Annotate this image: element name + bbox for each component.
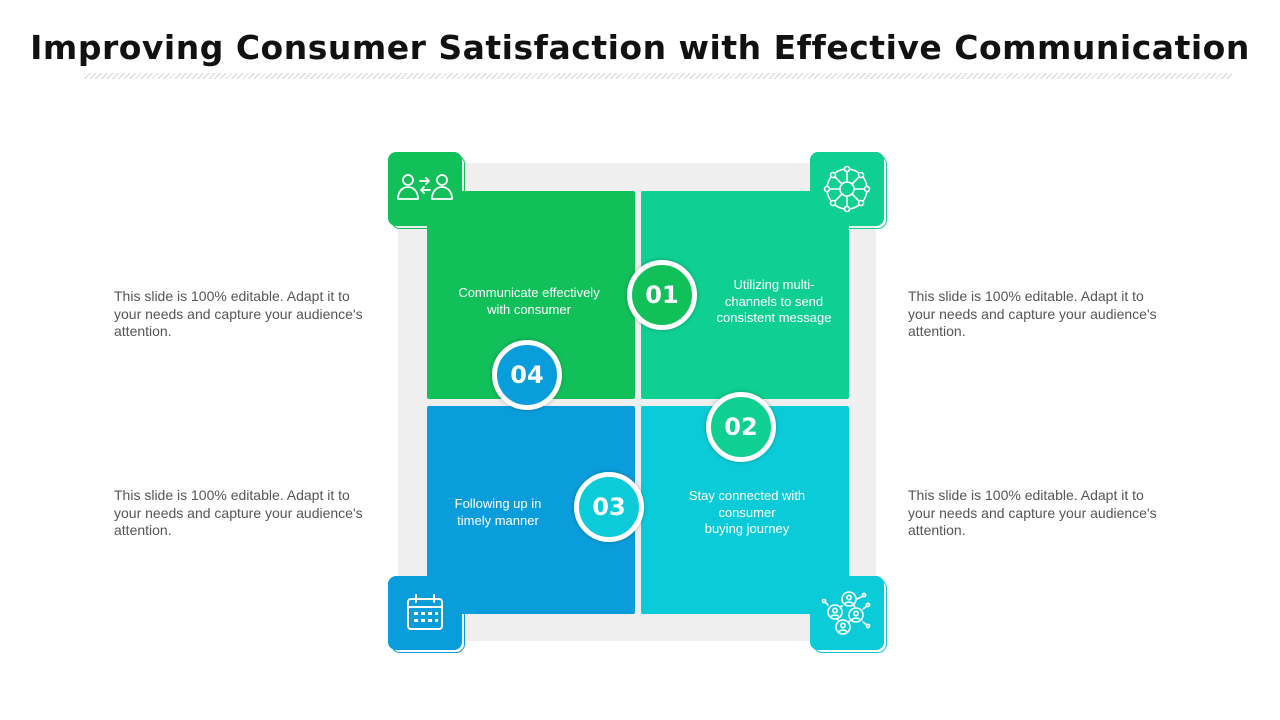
step-03-text: Stay connected with consumer buying jour… [688,488,806,536]
step-04-text: Following up in timely manner [454,496,542,528]
side-text-top-left: This slide is 100% editable. Adapt it to… [114,288,363,339]
side-text-bottom-left: This slide is 100% editable. Adapt it to… [114,487,363,538]
page-title: Improving Consumer Satisfaction with Eff… [30,28,1250,67]
calendar-icon [388,576,465,653]
step-04-number: 04 [492,340,562,410]
side-text-top-right: This slide is 100% editable. Adapt it to… [908,288,1157,339]
connected-users-icon [810,576,887,653]
step-02-number: 02 [706,392,776,462]
network-sphere-icon [810,152,887,229]
people-exchange-icon [388,152,465,229]
side-text-bottom-right: This slide is 100% editable. Adapt it to… [908,487,1157,538]
step-03-number: 03 [574,472,644,542]
step-01-text: Communicate effectively with consumer [458,285,600,317]
step-01-number: 01 [627,260,697,330]
title-underline [84,73,1232,79]
step-02-text: Utilizing multi- channels to send consis… [716,277,832,325]
